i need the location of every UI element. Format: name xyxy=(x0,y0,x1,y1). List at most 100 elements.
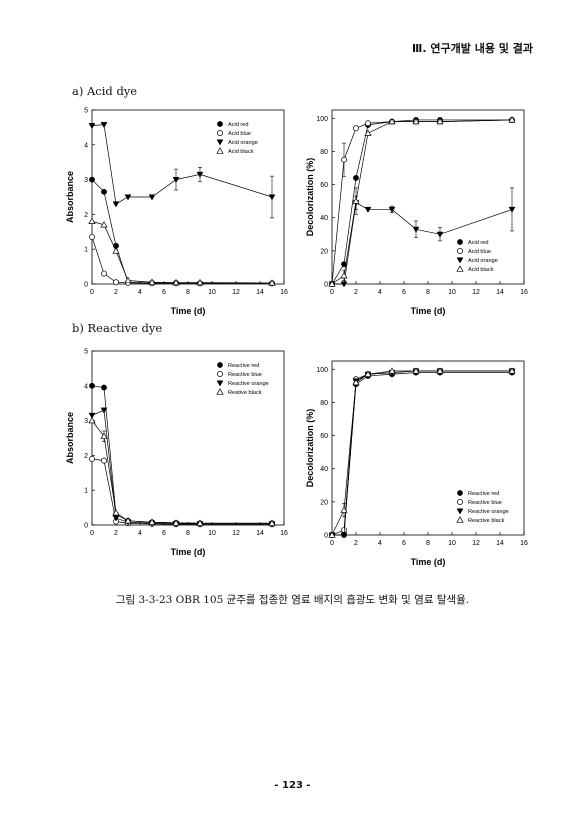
legend-label: Reactive blue xyxy=(468,500,502,506)
legend-marker xyxy=(457,248,463,254)
x-tick-label: 4 xyxy=(138,530,142,537)
data-point xyxy=(436,367,444,374)
data-point xyxy=(100,407,108,414)
x-tick-label: 6 xyxy=(162,289,166,296)
series-3 xyxy=(328,116,516,287)
y-tick-label: 20 xyxy=(320,248,328,255)
y-axis-label: Decolorization (%) xyxy=(305,158,315,237)
chart-reactive-decolorization: 0 2 4 6 8 10 12 14 16 0 20 40 60 80 100 Time (d) Decolor… xyxy=(305,360,528,567)
data-point xyxy=(340,506,348,513)
legend-label: Reactive orange xyxy=(228,381,269,387)
x-tick-label: 12 xyxy=(232,530,240,537)
data-point xyxy=(172,177,180,184)
x-tick-label: 4 xyxy=(378,289,382,296)
y-tick-label: 0 xyxy=(84,282,88,289)
legend-label: Reactive red xyxy=(468,491,499,497)
data-point xyxy=(196,171,204,178)
x-tick-label: 12 xyxy=(232,289,240,296)
data-point xyxy=(113,279,119,286)
legend-marker xyxy=(216,139,224,146)
legend-label: Acid blue xyxy=(468,249,491,255)
legend-marker xyxy=(457,239,463,245)
x-tick-label: 12 xyxy=(472,540,480,547)
x-axis-label: Time (d) xyxy=(411,306,446,316)
series-line xyxy=(331,119,512,285)
y-tick-label: 80 xyxy=(320,149,328,156)
data-point xyxy=(100,122,108,129)
x-tick-label: 4 xyxy=(378,540,382,547)
data-point xyxy=(101,188,107,195)
legend: Reactive red Reactive blue Reactive orange… xyxy=(456,490,509,524)
x-tick-label: 14 xyxy=(256,289,264,296)
x-axis-label: Time (d) xyxy=(171,306,206,316)
series-line xyxy=(331,370,512,536)
x-tick-label: 6 xyxy=(162,530,166,537)
data-point xyxy=(364,206,372,213)
data-point xyxy=(353,125,359,132)
data-point xyxy=(508,206,516,213)
data-point xyxy=(352,197,360,204)
figure-caption: 그림 3-3-23 OBR 105 균주를 접종한 염료 배지의 흡광도 변화 … xyxy=(115,594,470,606)
x-tick-label: 6 xyxy=(402,540,406,547)
data-point xyxy=(328,531,336,538)
data-point xyxy=(388,206,396,213)
data-point xyxy=(112,515,120,522)
series-line xyxy=(91,409,272,525)
y-tick-label: 4 xyxy=(84,383,88,390)
data-point xyxy=(148,194,156,201)
y-axis-label: Absorbance xyxy=(65,412,75,464)
legend-marker xyxy=(217,121,223,127)
x-tick-label: 16 xyxy=(520,289,528,296)
series-1 xyxy=(89,234,275,287)
legend-marker xyxy=(217,362,223,368)
data-point xyxy=(508,367,516,374)
x-tick-label: 0 xyxy=(330,289,334,296)
x-tick-label: 6 xyxy=(402,289,406,296)
x-tick-label: 8 xyxy=(426,540,430,547)
x-tick-label: 8 xyxy=(426,289,430,296)
data-point xyxy=(101,384,107,391)
x-tick-label: 0 xyxy=(90,289,94,296)
data-point xyxy=(112,509,120,516)
legend-marker xyxy=(456,516,464,523)
data-point xyxy=(268,279,276,286)
x-tick-label: 10 xyxy=(448,289,456,296)
legend-label: Acid black xyxy=(228,149,254,155)
y-tick-label: 60 xyxy=(320,433,328,440)
y-tick-label: 60 xyxy=(320,182,328,189)
legend-marker xyxy=(216,147,224,154)
x-tick-label: 2 xyxy=(114,530,118,537)
legend-label: Acid blue xyxy=(228,131,251,137)
data-point xyxy=(148,518,156,525)
y-tick-label: 4 xyxy=(84,142,88,149)
x-tick-label: 16 xyxy=(280,289,288,296)
data-point xyxy=(340,532,348,539)
legend: Reactive red Reactive blue Reactive orange… xyxy=(216,362,269,396)
x-tick-label: 0 xyxy=(90,530,94,537)
y-tick-label: 2 xyxy=(84,453,88,460)
legend-label: Reactive red xyxy=(228,363,259,369)
data-point xyxy=(112,201,120,208)
legend-label: Acid orange xyxy=(468,258,498,264)
y-tick-label: 5 xyxy=(84,108,88,115)
x-tick-label: 4 xyxy=(138,289,142,296)
x-tick-label: 12 xyxy=(472,289,480,296)
legend-label: Reactive orange xyxy=(468,509,509,515)
data-point xyxy=(365,120,371,127)
x-tick-label: 2 xyxy=(354,289,358,296)
y-tick-label: 1 xyxy=(84,247,88,254)
legend-marker xyxy=(217,130,223,136)
legend: Acid red Acid blue Acid orange Acid black xyxy=(216,121,258,155)
data-point xyxy=(101,457,107,464)
y-tick-label: 0 xyxy=(84,523,88,530)
x-tick-label: 0 xyxy=(330,540,334,547)
legend-label: Reactive blue xyxy=(228,372,262,378)
data-point xyxy=(388,117,396,125)
data-point xyxy=(196,519,204,526)
y-tick-label: 40 xyxy=(320,215,328,222)
series-line xyxy=(331,119,513,285)
series-line xyxy=(91,179,272,284)
x-tick-label: 10 xyxy=(208,289,216,296)
series-line xyxy=(91,420,272,524)
series-0 xyxy=(89,382,275,527)
